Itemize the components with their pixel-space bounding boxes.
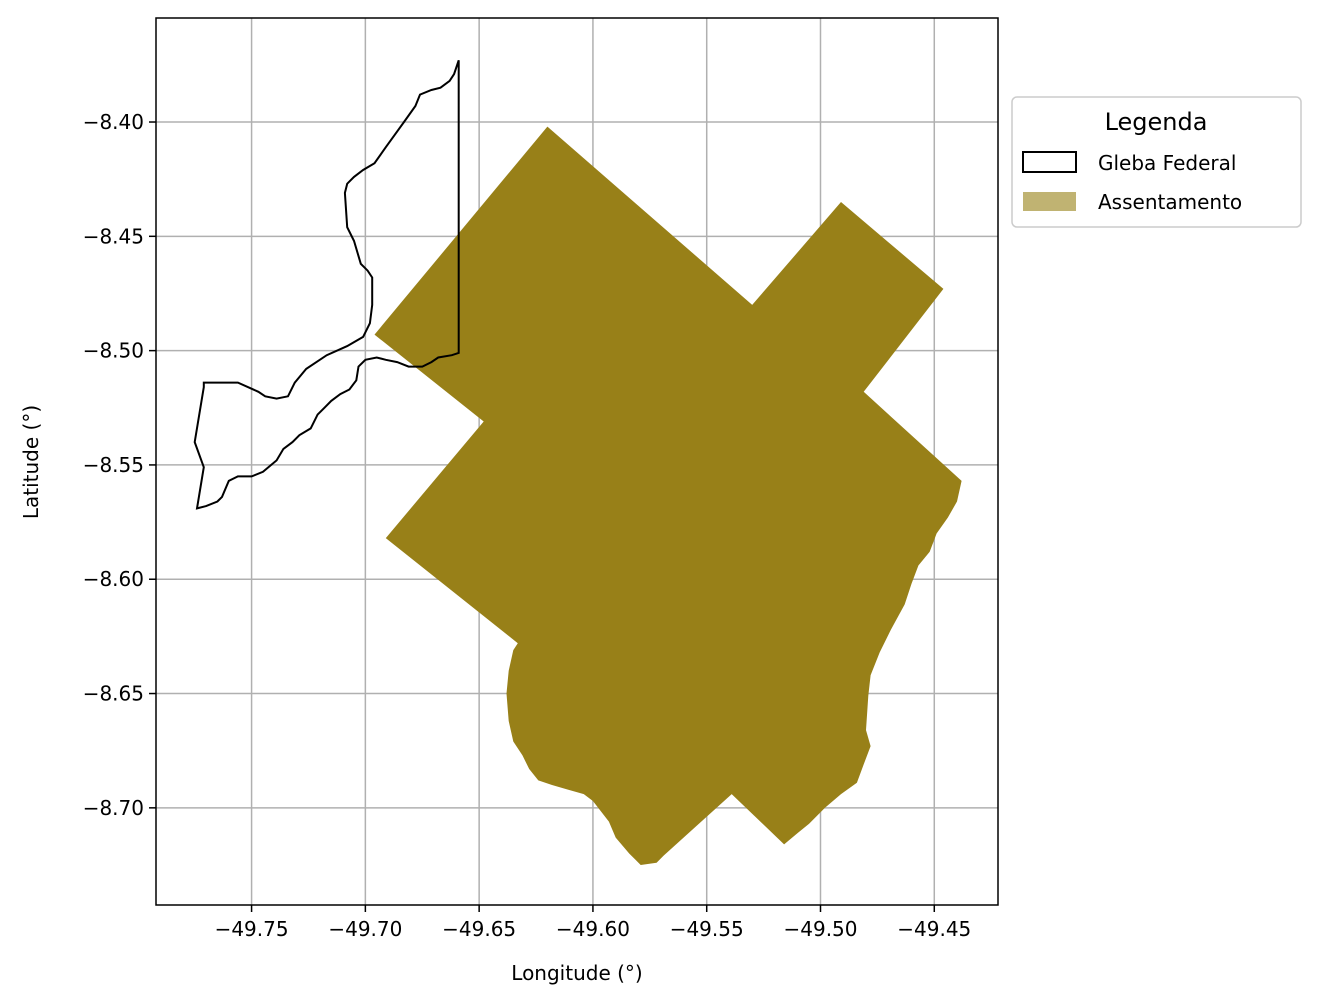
y-tick-label: −8.70 (83, 796, 144, 820)
legend-swatch-gleba-federal (1022, 151, 1077, 173)
x-tick-label: −49.60 (556, 917, 630, 941)
assentamento-polygon (374, 126, 962, 866)
y-axis-label: Latitude (°) (19, 405, 43, 519)
legend-title: Legenda (1105, 108, 1208, 136)
x-tick-label: −49.75 (215, 917, 289, 941)
gleba-federal-outline (193, 59, 460, 510)
map-layers (193, 59, 962, 866)
x-tick-label: −49.45 (897, 917, 971, 941)
y-tick-label: −8.40 (83, 110, 144, 134)
x-tick-label: −49.65 (442, 917, 516, 941)
legend: Legenda Gleba Federal Assentamento (1011, 96, 1302, 228)
y-tick-label: −8.50 (83, 339, 144, 363)
y-tick-label: −8.65 (83, 682, 144, 706)
legend-swatch-assentamento (1023, 192, 1076, 211)
y-tick-label: −8.45 (83, 224, 144, 248)
y-tick-label: −8.55 (83, 453, 144, 477)
x-axis-label: Longitude (°) (511, 961, 642, 985)
legend-label-gleba-federal: Gleba Federal (1098, 151, 1236, 175)
legend-box (1011, 96, 1302, 228)
x-tick-label: −49.70 (328, 917, 402, 941)
y-axis-ticks: −8.40 −8.45 −8.50 −8.55 −8.60 −8.65 −8.70 (83, 110, 156, 820)
x-tick-label: −49.50 (783, 917, 857, 941)
legend-label-assentamento: Assentamento (1098, 190, 1242, 214)
plot-frame (155, 17, 999, 906)
y-tick-label: −8.60 (83, 567, 144, 591)
x-tick-label: −49.55 (670, 917, 744, 941)
x-axis-ticks: −49.75 −49.70 −49.65 −49.60 −49.55 −49.50 −49.… (215, 905, 971, 941)
